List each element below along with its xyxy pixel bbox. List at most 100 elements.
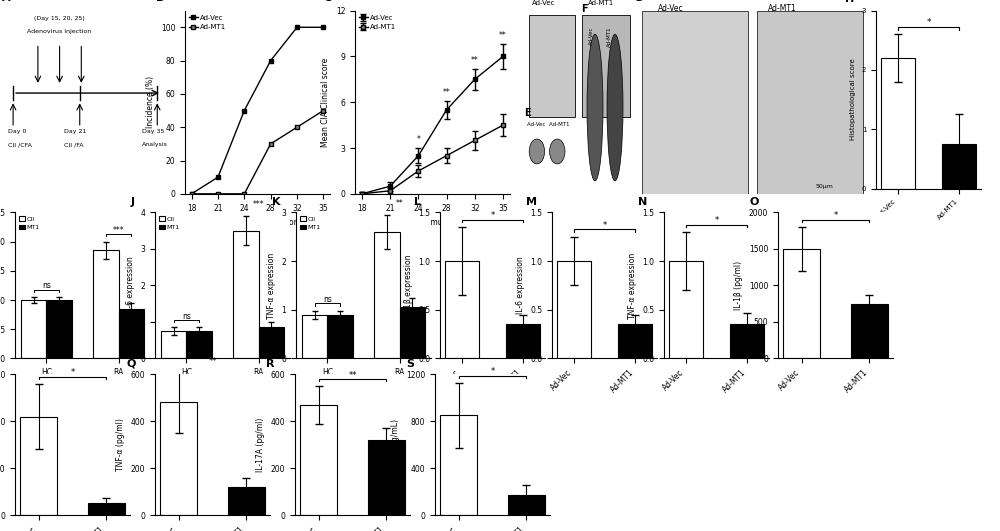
Y-axis label: IL-1β (pg/ml): IL-1β (pg/ml) [734,261,743,310]
Text: **: ** [499,31,507,40]
Legend: Ad-Vec, Ad-MT1: Ad-Vec, Ad-MT1 [188,14,227,31]
Ad-Vec [317,24,329,30]
Text: C: C [324,0,332,3]
Ellipse shape [587,34,603,181]
Text: R: R [266,359,275,369]
Bar [46,300,72,358]
Text: M: M [526,196,537,207]
Text: Q: Q [126,359,136,369]
Bar [302,314,327,358]
Text: O: O [749,196,759,207]
Ad-MT1 [212,191,224,197]
Text: N: N [638,196,647,207]
Bar [161,331,186,358]
Bar [93,250,119,358]
Text: H: H [844,0,854,4]
Bar [20,416,57,515]
Ellipse shape [607,34,623,181]
Bar [259,328,284,358]
Legend: CII, MT1: CII, MT1 [158,216,180,230]
Bar [642,11,748,194]
Line: Ad-MT1: Ad-MT1 [189,108,326,196]
Bar [506,324,540,358]
Bar [119,309,144,358]
X-axis label: Time after immunization (d): Time after immunization (d) [379,218,486,227]
Ad-Vec [291,24,303,30]
Text: **: ** [208,357,217,365]
Text: **: ** [471,56,479,65]
Text: Adenovirus injection: Adenovirus injection [27,29,92,33]
Text: *: * [490,211,495,220]
Bar [783,249,820,358]
Text: **: ** [443,88,450,97]
Ad-MT1 [186,191,198,197]
Text: (Day 15, 20, 25): (Day 15, 20, 25) [34,16,85,21]
Text: L: L [414,196,421,207]
Bar [851,304,888,358]
Text: 50μm: 50μm [816,184,833,190]
Bar [374,232,400,358]
Text: K: K [272,196,280,207]
Text: Day 21: Day 21 [64,130,87,134]
Bar [228,487,265,515]
Bar [757,11,863,194]
Text: Ad-Vec  Ad-MT1: Ad-Vec Ad-MT1 [527,122,570,127]
Text: ns: ns [323,295,332,304]
Ad-MT1 [291,124,303,131]
Text: Ad-Vec: Ad-Vec [532,0,556,6]
Bar [368,440,405,515]
Ad-Vec [238,107,250,114]
Y-axis label: Mean CIA Clinical score: Mean CIA Clinical score [321,57,330,147]
Text: *: * [490,367,495,376]
Y-axis label: IL-6 expression: IL-6 expression [126,256,135,314]
Text: Day 35: Day 35 [142,130,164,134]
Text: J: J [131,196,135,207]
Bar [233,230,259,358]
Ad-MT1 [317,107,329,114]
Text: **: ** [348,371,357,380]
Bar [508,494,545,515]
Bar [88,503,125,515]
Ellipse shape [529,139,545,164]
Bar [730,324,764,358]
Text: S: S [406,359,414,369]
Bar [529,15,575,117]
Bar [445,261,479,358]
Bar [440,415,477,515]
Bar [400,307,425,358]
Text: ***: *** [253,200,264,209]
Legend: CII, MT1: CII, MT1 [18,216,40,230]
Line: Ad-Vec: Ad-Vec [189,25,326,196]
Bar [582,15,630,117]
Text: Day 0: Day 0 [8,130,27,134]
X-axis label: Time after immunization (d): Time after immunization (d) [204,218,311,227]
Ad-MT1 [265,141,277,147]
Bar [669,261,703,358]
Y-axis label: IL-1β expression: IL-1β expression [404,254,413,316]
Text: ns: ns [42,281,51,290]
Text: *: * [602,221,607,230]
Text: G: G [633,0,642,3]
Text: Ad-Vec: Ad-Vec [658,4,684,13]
Y-axis label: TNF-α expression: TNF-α expression [267,252,276,319]
Bar [942,144,976,189]
Text: B: B [156,0,164,3]
Text: F: F [581,4,588,14]
Text: Ad-Vec: Ad-Vec [589,27,594,45]
Legend: Ad-Vec, Ad-MT1: Ad-Vec, Ad-MT1 [358,14,397,31]
Bar [21,300,46,358]
Text: Ad-MT1: Ad-MT1 [588,0,614,6]
Text: *: * [70,369,75,378]
Bar [186,331,212,358]
Text: CII /CFA: CII /CFA [8,142,32,147]
Text: *: * [714,216,719,225]
Text: CII /FA: CII /FA [64,142,84,147]
Text: ***: *** [113,226,124,235]
Text: E: E [524,108,531,118]
Text: *: * [833,211,838,220]
Bar [557,261,591,358]
Bar [881,58,915,189]
Ad-MT1 [238,191,250,197]
Text: **: ** [396,199,403,208]
Text: ns: ns [182,312,191,321]
